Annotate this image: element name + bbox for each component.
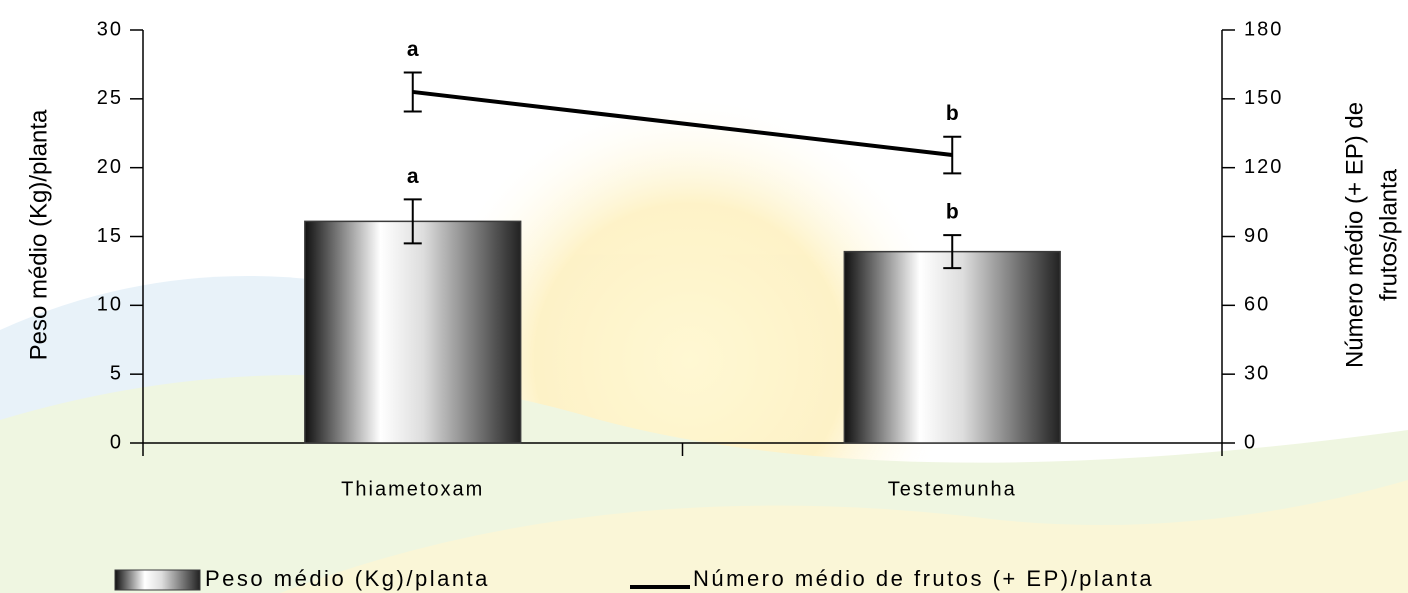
legend-label: Peso médio (Kg)/planta (205, 566, 490, 591)
y2-tick-label: 180 (1244, 18, 1283, 40)
y-tick-label: 0 (110, 431, 123, 453)
bar (304, 220, 522, 444)
significance-letter: b (946, 201, 959, 224)
x-tick-label: Thiametoxam (341, 478, 484, 500)
y2-tick-label: 0 (1244, 431, 1257, 453)
y2-tick-label: 150 (1244, 87, 1283, 109)
y2-tick-label: 30 (1244, 362, 1270, 384)
line (412, 89, 953, 158)
y-tick-label: 15 (97, 225, 123, 247)
y-tick-label: 20 (97, 156, 123, 178)
x-tick-label: Testemunha (888, 478, 1017, 500)
y2-tick-label: 120 (1244, 156, 1283, 178)
y-tick-label: 30 (97, 18, 123, 40)
y-tick-label: 25 (97, 87, 123, 109)
y2-axis-title: Número médio (+ EP) de (1341, 102, 1368, 368)
y-tick-label: 10 (97, 294, 123, 316)
legend-label: Número médio de frutos (+ EP)/planta (693, 566, 1154, 591)
y-tick-label: 5 (110, 362, 123, 384)
significance-letter: a (407, 38, 419, 61)
significance-letter: b (946, 102, 959, 125)
y-axis-title: Peso médio (Kg)/planta (25, 109, 52, 360)
y2-axis-title: frutos/planta (1375, 168, 1402, 301)
legend-swatch (114, 569, 201, 591)
background-logo (0, 100, 1408, 593)
significance-letter: a (407, 165, 419, 188)
y2-tick-label: 60 (1244, 294, 1270, 316)
y2-tick-label: 90 (1244, 225, 1270, 247)
bar (843, 250, 1061, 444)
